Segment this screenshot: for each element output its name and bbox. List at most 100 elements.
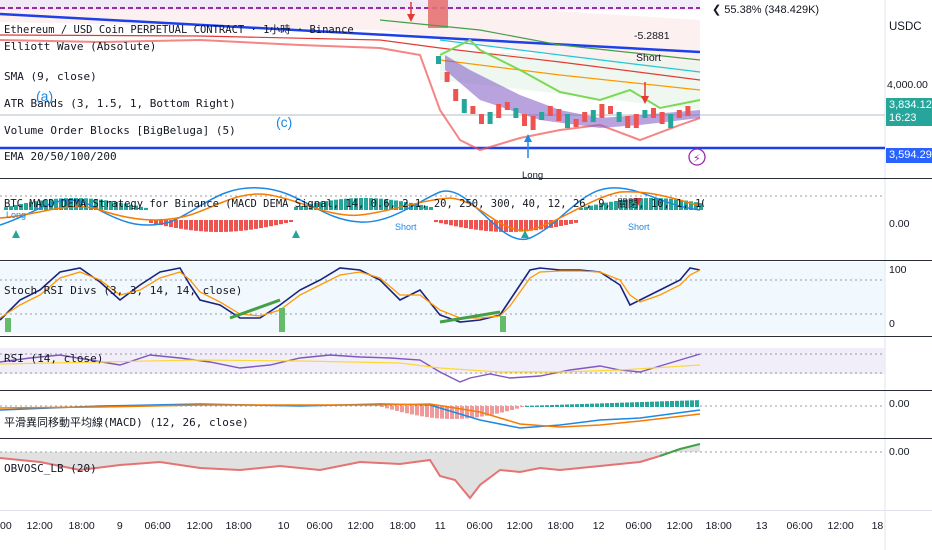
time-tick: 06:00 [144, 520, 171, 532]
histogram-bar [525, 405, 529, 407]
symbol-title[interactable]: Ethereum / USD Coin PERPETUAL CONTRACT ·… [4, 24, 354, 36]
pane-separator[interactable] [0, 438, 932, 439]
pane-separator[interactable] [0, 178, 932, 179]
time-tick: 12:00 [347, 520, 374, 532]
histogram-bar [460, 406, 464, 419]
line-price-badge: 3,594.29 [886, 148, 932, 163]
histogram-bar [605, 403, 609, 407]
candle [547, 106, 553, 116]
time-tick: 12 [592, 520, 605, 532]
histogram-bar [600, 403, 604, 407]
stoch-div-1 [229, 298, 281, 320]
short-arrow-head [641, 96, 649, 104]
lightning-glyph: ⚡ [693, 152, 701, 165]
candle [565, 114, 570, 128]
time-tick: 18:00 [705, 520, 732, 532]
time-tick: 18:00 [547, 520, 574, 532]
lightning-icon[interactable] [688, 148, 706, 166]
histogram-bar [390, 406, 394, 410]
candle [642, 110, 648, 118]
histogram-bar [389, 199, 393, 210]
time-axis[interactable]: 00 12:00 18:00 9 06:00 12:00 18:00 10 06:00 12:00… [0, 520, 885, 540]
ema-cyan [439, 39, 701, 73]
histogram-bar [395, 406, 399, 411]
histogram-bar [699, 203, 703, 210]
histogram-bar [99, 199, 103, 210]
histogram-bar [620, 402, 624, 407]
histogram-bar [464, 220, 468, 229]
histogram-bar [454, 220, 458, 227]
histogram-bar [84, 198, 88, 210]
candle [625, 116, 631, 128]
histogram-bar [179, 220, 183, 229]
candle [685, 106, 691, 116]
stoch-d-line [0, 269, 701, 319]
pane-separator[interactable] [0, 260, 932, 261]
histogram-bar [599, 203, 603, 210]
histogram-bar [410, 406, 414, 415]
pane-separator[interactable] [0, 336, 932, 337]
currency-label[interactable]: USDC [889, 21, 922, 33]
histogram-bar [589, 205, 593, 210]
histogram-bar [680, 400, 684, 407]
div-marker [5, 318, 11, 332]
legend-btc-macd-strategy[interactable]: BTC MACD DEMA Strategy for Binance (MACD… [4, 198, 704, 210]
histogram-bar [450, 406, 454, 419]
obv-zero-label: 0.00 [889, 446, 910, 458]
histogram-bar [249, 220, 253, 230]
histogram-bar [679, 199, 683, 210]
legend-rsi[interactable]: RSI (14, close) [4, 352, 104, 365]
histogram-bar [184, 220, 188, 230]
histogram-bar [644, 198, 648, 210]
histogram-bar [469, 220, 473, 229]
rsi-ma-line [0, 359, 701, 373]
candle [556, 109, 562, 121]
legend-volume-order-blocks[interactable]: Volume Order Blocks [BigBeluga] (5) [4, 124, 236, 137]
legend-atr-bands[interactable]: ATR Bands (3, 1.5, 1, Bottom Right) [4, 97, 236, 110]
legend-macd[interactable]: 平滑異同移動平均線(MACD) (12, 26, close) [4, 416, 249, 429]
histogram-bar [144, 207, 148, 210]
histogram-bar [684, 200, 688, 210]
histogram-bar [535, 405, 539, 407]
histogram-bar [449, 220, 453, 226]
histogram-bar [485, 406, 489, 416]
histogram-bar [399, 201, 403, 210]
legend-sma[interactable]: SMA (9, close) [4, 70, 97, 83]
time-tick: 11 [434, 520, 446, 532]
histogram-bar [269, 220, 273, 227]
candle [436, 56, 441, 64]
time-tick: 18 [871, 520, 884, 532]
legend-ema[interactable]: EMA 20/50/100/200 [4, 150, 117, 163]
histogram-bar [619, 200, 623, 210]
short-label: Short [636, 52, 662, 64]
long-label: Long [522, 170, 544, 181]
histogram-bar [539, 220, 543, 230]
histogram-bar [194, 220, 198, 231]
order-block [428, 0, 448, 28]
histogram-bar [424, 205, 428, 210]
wave-label-c: (c) [276, 114, 293, 130]
legend-obv-osc[interactable]: OBVOSC_LB (20) [4, 462, 97, 475]
histogram-bar [490, 406, 494, 415]
price-axis-bg [885, 0, 932, 550]
histogram-bar [635, 402, 639, 407]
time-axis-border [0, 510, 932, 511]
legend-stoch-rsi[interactable]: Stoch RSI Divs (3, 3, 14, 14, close) [4, 284, 243, 297]
histogram-bar [514, 220, 518, 232]
histogram-bar [344, 198, 348, 210]
histogram-bar [594, 204, 598, 210]
pane-separator[interactable] [0, 390, 932, 391]
histogram-bar [284, 220, 288, 224]
histogram-bar [505, 406, 509, 412]
short-marker [634, 198, 642, 206]
long-marker [12, 230, 20, 238]
legend-elliott-wave[interactable]: Elliott Wave (Absolute) [4, 40, 157, 53]
histogram-bar [419, 204, 423, 210]
histogram-bar [550, 405, 554, 407]
time-tick: 12:00 [506, 520, 533, 532]
histogram-bar [660, 401, 664, 407]
histogram-bar [294, 206, 298, 210]
macd2-zero-label: 0.00 [889, 398, 910, 410]
